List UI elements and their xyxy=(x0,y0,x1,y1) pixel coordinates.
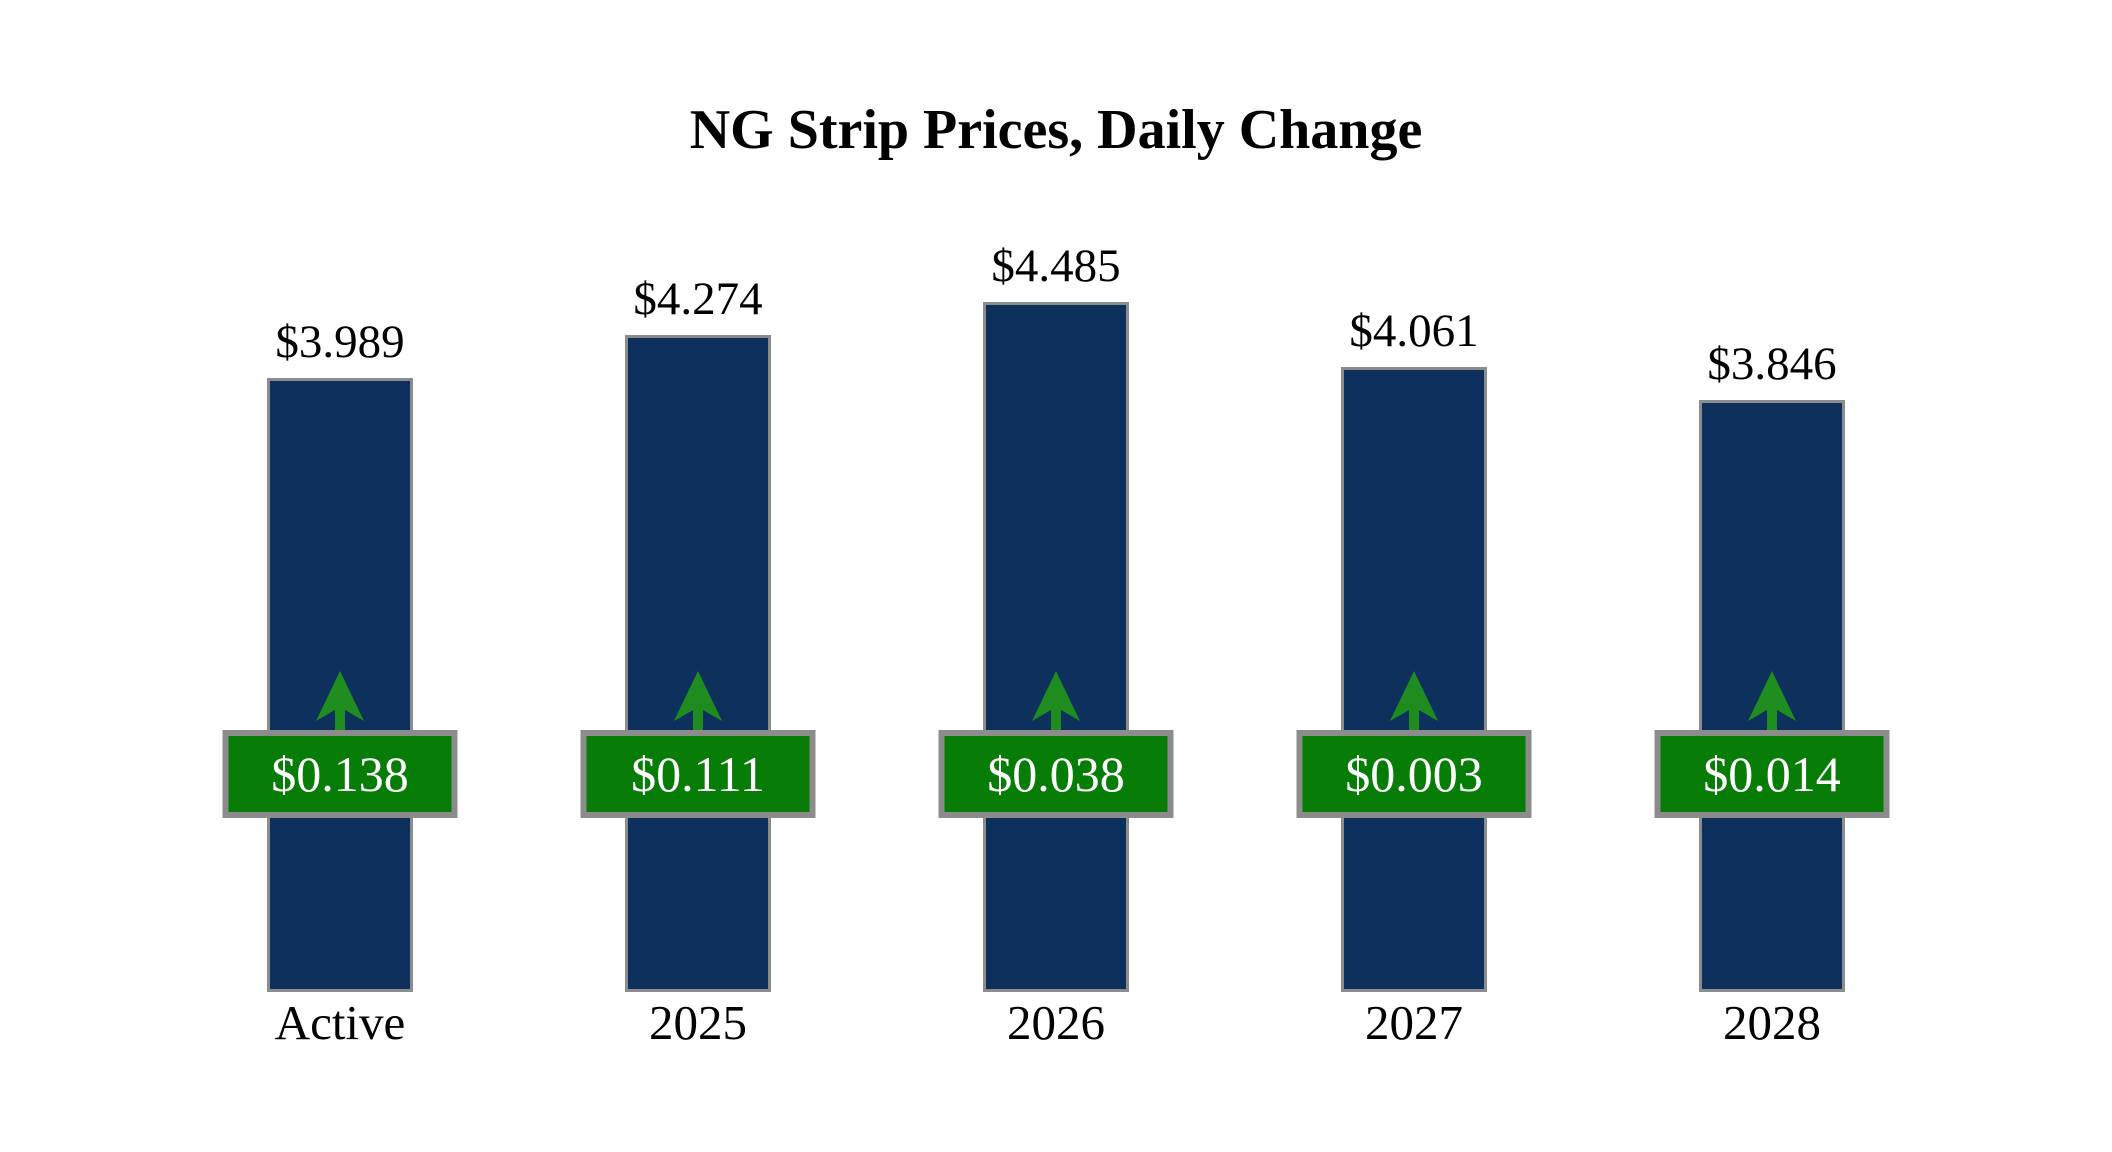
strip-price-label: $4.274 xyxy=(633,273,763,325)
strip-price-label: $3.846 xyxy=(1707,338,1837,390)
daily-change-badge: $0.138 xyxy=(222,730,458,818)
bar-group: $3.846 $0.014 2028 xyxy=(1593,0,1951,1152)
category-label: 2026 xyxy=(1007,995,1105,1050)
up-arrow-icon xyxy=(1032,671,1080,733)
bar-group: $4.485 $0.038 2026 xyxy=(877,0,1235,1152)
bar-group: $3.989 $0.138 Active xyxy=(161,0,519,1152)
price-bar xyxy=(625,335,771,992)
daily-change-badge: $0.014 xyxy=(1654,730,1890,818)
up-arrow-icon xyxy=(1390,671,1438,733)
up-arrow-icon xyxy=(316,671,364,733)
price-bar xyxy=(983,302,1129,992)
strip-price-label: $3.989 xyxy=(275,316,405,368)
bar-group: $4.061 $0.003 2027 xyxy=(1235,0,1593,1152)
up-arrow-icon xyxy=(674,671,722,733)
daily-change-badge: $0.038 xyxy=(938,730,1174,818)
daily-change-value: $0.038 xyxy=(987,746,1125,802)
strip-price-label: $4.485 xyxy=(991,240,1121,292)
up-arrow-icon xyxy=(1748,671,1796,733)
category-label: 2025 xyxy=(649,995,747,1050)
strip-price-label: $4.061 xyxy=(1349,305,1479,357)
category-label: 2028 xyxy=(1723,995,1821,1050)
daily-change-value: $0.111 xyxy=(631,746,765,802)
category-label: 2027 xyxy=(1365,995,1463,1050)
daily-change-value: $0.003 xyxy=(1345,746,1483,802)
chart-title: NG Strip Prices, Daily Change xyxy=(689,99,1423,161)
category-label: Active xyxy=(274,995,406,1050)
daily-change-value: $0.014 xyxy=(1703,746,1841,802)
daily-change-badge: $0.111 xyxy=(580,730,816,818)
bar-group: $4.274 $0.111 2025 xyxy=(519,0,877,1152)
daily-change-value: $0.138 xyxy=(271,746,409,802)
daily-change-badge: $0.003 xyxy=(1296,730,1532,818)
